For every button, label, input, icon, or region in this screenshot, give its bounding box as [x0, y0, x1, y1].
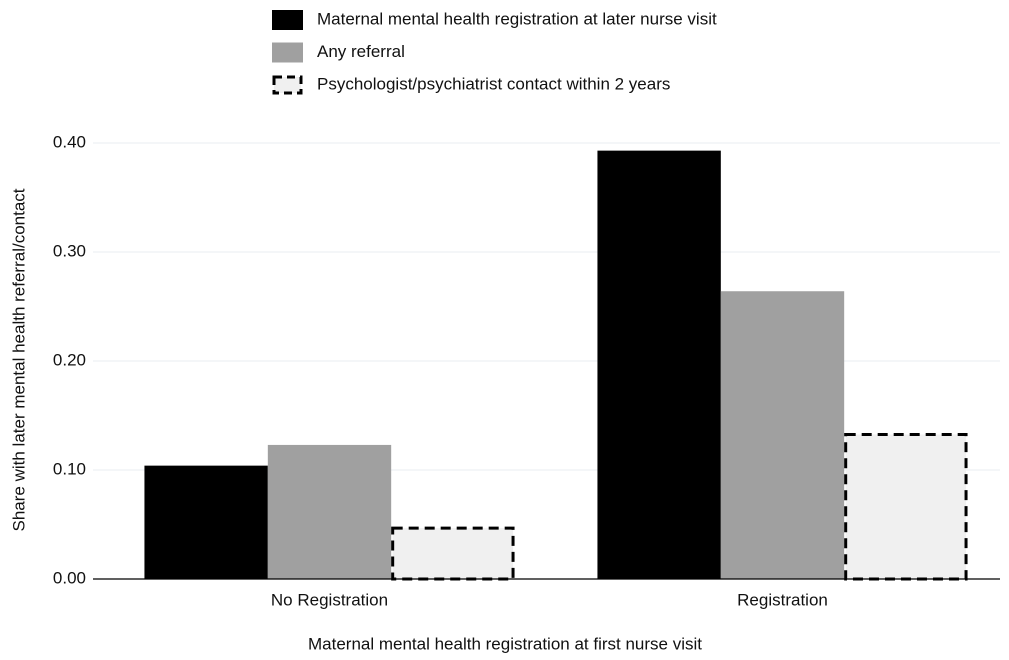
bar [267, 444, 392, 579]
bar [144, 465, 268, 579]
legend-swatch [272, 75, 303, 95]
legend-label: Any referral [317, 42, 405, 61]
y-tick-label: 0.40 [53, 132, 86, 151]
y-tick-label: 0.10 [53, 459, 86, 478]
y-axis-title: Share with later mental health referral/… [9, 188, 28, 531]
legend-swatch [272, 42, 303, 63]
bar [391, 526, 515, 581]
y-tick-label: 0.30 [53, 241, 86, 260]
x-tick-label: Registration [737, 590, 828, 609]
bar [597, 150, 721, 579]
legend-label: Psychologist/psychiatrist contact within… [317, 74, 670, 93]
legend-label: Maternal mental health registration at l… [317, 9, 717, 28]
y-tick-label: 0.20 [53, 350, 86, 369]
y-tick-label: 0.00 [53, 568, 86, 587]
bar [720, 291, 845, 579]
x-axis-title: Maternal mental health registration at f… [308, 634, 702, 653]
bar [844, 432, 968, 581]
legend-swatch [272, 10, 303, 30]
x-tick-label: No Registration [271, 590, 388, 609]
